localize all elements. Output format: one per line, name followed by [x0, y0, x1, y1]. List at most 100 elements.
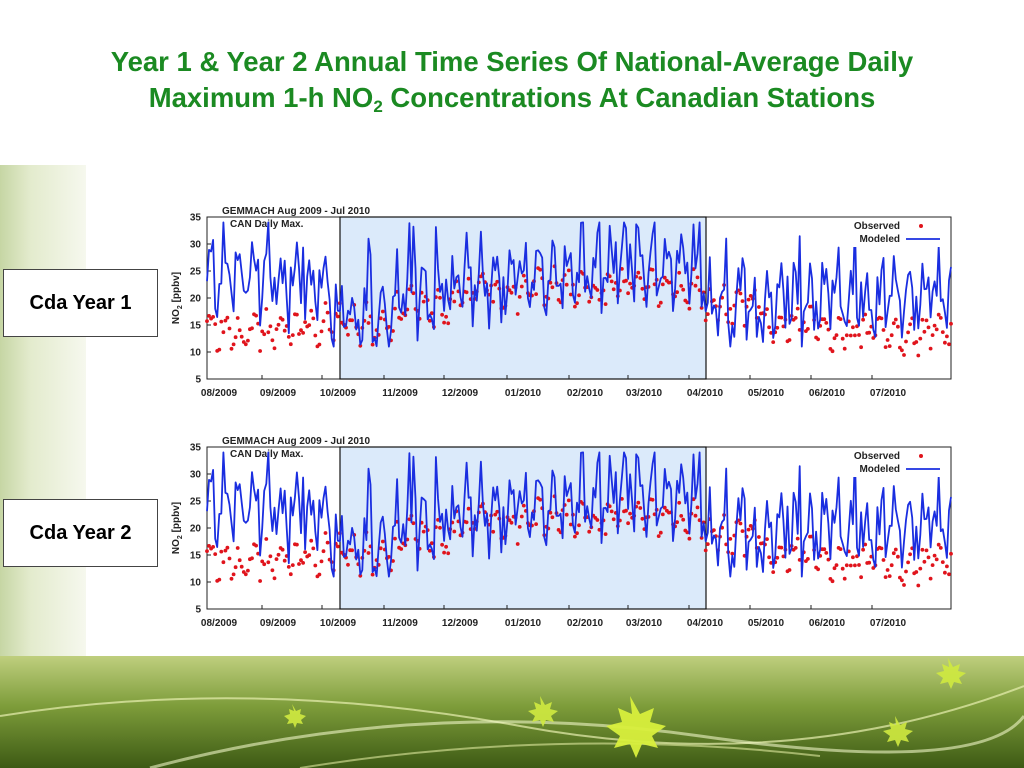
observed-point: [879, 546, 884, 551]
observed-point: [577, 523, 581, 528]
observed-point: [832, 566, 837, 571]
observed-point: [916, 583, 921, 588]
observed-point: [920, 317, 925, 322]
observed-point: [280, 547, 285, 552]
observed-point: [262, 562, 267, 567]
observed-point: [660, 512, 665, 517]
observed-point: [928, 576, 933, 581]
observed-point: [225, 545, 230, 550]
observed-point: [914, 340, 919, 344]
observed-point: [611, 287, 616, 292]
x-tick-label: 10/2009: [320, 388, 357, 399]
x-tick-label: 08/2009: [201, 618, 238, 629]
observed-point: [493, 512, 498, 517]
observed-point: [254, 543, 258, 548]
observed-point: [507, 288, 512, 292]
observed-point: [335, 544, 340, 549]
observed-point: [695, 275, 700, 280]
observed-point: [260, 559, 265, 564]
observed-point: [636, 500, 641, 505]
x-tick-label: 05/2010: [748, 618, 785, 629]
observed-point: [685, 530, 690, 535]
observed-point: [887, 344, 892, 348]
observed-point: [855, 554, 859, 559]
observed-point: [675, 520, 679, 525]
observed-point: [311, 316, 316, 321]
label-cda-year-2: Cda Year 2: [3, 499, 158, 567]
observed-point: [611, 517, 616, 522]
observed-point: [793, 316, 798, 320]
observed-point: [883, 575, 888, 579]
observed-point: [844, 333, 849, 338]
observed-point: [568, 292, 573, 297]
observed-point: [943, 340, 947, 345]
observed-point: [838, 317, 843, 321]
y-tick-label: 30: [190, 240, 202, 251]
observed-point: [934, 557, 939, 562]
observed-point: [781, 324, 786, 329]
observed-point: [628, 511, 632, 516]
observed-point: [765, 307, 769, 311]
observed-point: [949, 551, 953, 556]
observed-point: [286, 565, 291, 569]
observed-point: [250, 326, 254, 331]
observed-point: [947, 342, 951, 347]
observed-point: [515, 542, 520, 546]
observed-point: [889, 563, 894, 568]
observed-point: [940, 330, 945, 334]
modeled-line: [206, 451, 952, 578]
observed-point: [918, 336, 923, 341]
observed-point: [301, 561, 305, 565]
observed-point: [237, 328, 242, 333]
observed-point: [221, 560, 226, 565]
legend-box: [842, 219, 948, 247]
observed-point: [660, 282, 665, 287]
label-cda-year-1-text: Cda Year 1: [29, 291, 132, 314]
observed-point: [640, 516, 645, 521]
x-tick-label: 04/2010: [687, 618, 724, 629]
observed-point: [233, 335, 238, 340]
observed-point: [626, 291, 630, 296]
observed-point: [440, 312, 444, 317]
observed-point: [521, 273, 526, 278]
observed-point: [945, 564, 949, 569]
observed-point: [779, 545, 784, 550]
observed-point: [806, 327, 810, 331]
observed-point: [231, 342, 236, 347]
observed-point: [906, 560, 910, 565]
observed-point: [887, 574, 892, 578]
observed-point: [233, 565, 238, 570]
observed-point: [705, 312, 710, 316]
observed-point: [638, 276, 643, 280]
observed-point: [307, 323, 312, 327]
observed-point: [662, 505, 667, 510]
observed-point: [297, 562, 301, 566]
observed-point: [609, 509, 614, 514]
observed-point: [407, 517, 412, 522]
observed-point: [595, 288, 600, 292]
observed-point: [830, 349, 835, 354]
x-tick-label: 06/2010: [809, 618, 846, 629]
observed-point: [442, 320, 446, 325]
observed-point: [270, 568, 275, 573]
observed-point: [824, 321, 829, 325]
observed-point: [303, 320, 307, 324]
observed-point: [826, 557, 831, 562]
observed-point: [438, 295, 442, 300]
title-subscript: 2: [373, 97, 383, 116]
observed-point: [881, 558, 886, 562]
observed-point: [705, 542, 710, 546]
observed-point: [730, 321, 735, 326]
observed-point: [853, 563, 857, 568]
observed-point: [429, 311, 434, 316]
observed-point: [656, 534, 661, 538]
observed-point: [881, 328, 886, 332]
observed-point: [826, 327, 831, 332]
x-tick-label: 01/2010: [505, 618, 542, 629]
observed-point: [830, 579, 835, 584]
y-tick-label: 25: [190, 267, 202, 278]
observed-point: [712, 528, 716, 532]
observed-point: [290, 333, 295, 337]
observed-point: [521, 503, 526, 508]
